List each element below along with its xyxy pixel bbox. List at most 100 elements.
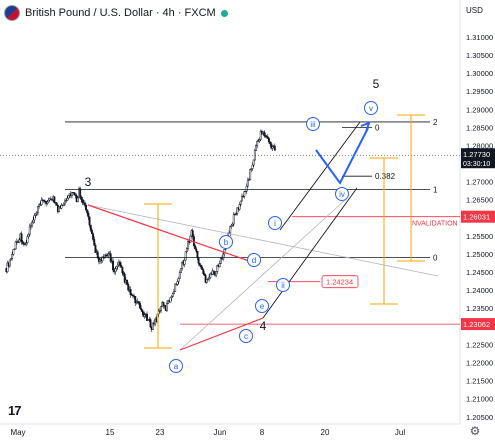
candle-body xyxy=(151,322,154,330)
y-tick-label: 1.24500 xyxy=(466,268,493,277)
candle-body xyxy=(106,255,109,257)
tradingview-logo-icon[interactable]: 17 xyxy=(8,403,22,418)
candle-body xyxy=(203,273,206,276)
candle-body xyxy=(29,225,32,228)
gear-icon[interactable]: ⚙ xyxy=(469,424,481,438)
wave-circle-d xyxy=(247,253,261,267)
candle-body xyxy=(255,145,257,151)
candle-body xyxy=(73,192,76,196)
candle-body xyxy=(121,267,124,274)
candle-body xyxy=(207,278,209,280)
support-price-label: 1.24234 xyxy=(326,278,353,287)
x-tick-label: Jun xyxy=(214,428,227,437)
x-tick-label: 20 xyxy=(321,428,330,437)
candle-body xyxy=(53,196,56,203)
y-tick-label: 1.30000 xyxy=(466,69,493,78)
candle-body xyxy=(58,206,61,213)
candle-body xyxy=(129,289,132,296)
candle-body xyxy=(270,143,273,149)
wave-projection-path xyxy=(315,127,369,185)
y-tick-label: 1.22000 xyxy=(466,359,493,368)
candle-body xyxy=(232,214,235,225)
candle-body xyxy=(40,199,43,205)
candle-body xyxy=(162,302,165,307)
candle-body xyxy=(35,212,38,215)
wave-label-e: e xyxy=(260,302,265,311)
candle-body xyxy=(6,262,9,272)
candle-body xyxy=(219,257,222,264)
candle-body xyxy=(93,239,96,246)
candle-body xyxy=(116,264,119,267)
countdown-text: 03:30:10 xyxy=(463,161,490,168)
candle-body xyxy=(139,303,141,309)
candle-body xyxy=(231,223,234,226)
wave-label-a: a xyxy=(174,362,179,371)
candle-body xyxy=(251,164,254,169)
support-price-tag xyxy=(461,318,495,331)
wave-label-v: v xyxy=(369,104,373,113)
candle-body xyxy=(79,188,82,198)
x-tick-label: Jul xyxy=(395,428,405,437)
y-tick-label: 1.28000 xyxy=(466,141,493,150)
market-open-dot-icon xyxy=(220,9,228,17)
candle-body xyxy=(273,145,276,151)
candle-body xyxy=(185,248,188,252)
candle-body xyxy=(187,241,189,249)
candle-body xyxy=(176,281,179,285)
current-price-tag xyxy=(461,148,495,169)
gbp-flag-icon xyxy=(4,5,20,21)
candle-body xyxy=(26,236,29,243)
candle-body xyxy=(211,270,214,275)
candle-body xyxy=(245,185,248,192)
candle-body xyxy=(174,283,177,292)
wave-circle-a xyxy=(169,359,183,373)
currency-label: USD xyxy=(466,6,483,15)
triangle-upper-line xyxy=(87,204,439,277)
candle-body xyxy=(25,242,28,245)
candle-body xyxy=(198,263,201,266)
candle-body xyxy=(222,253,225,260)
channel-upper-line xyxy=(279,121,361,231)
candle-body xyxy=(241,196,243,202)
invalidation-price-tag xyxy=(461,210,495,223)
candle-body xyxy=(34,213,37,216)
candle-body xyxy=(266,136,269,139)
candle-body xyxy=(233,214,236,216)
wave-label-4: 4 xyxy=(260,319,267,333)
wave-label-5: 5 xyxy=(373,77,380,91)
candle-body xyxy=(62,203,65,206)
candle-body xyxy=(202,269,205,275)
y-tick-label: 1.21000 xyxy=(466,395,493,404)
candle-body xyxy=(134,296,137,304)
candle-body xyxy=(87,212,90,218)
candle-body xyxy=(259,130,262,140)
candle-body xyxy=(189,235,192,243)
candle-body xyxy=(89,224,92,231)
fib-level-label: 1 xyxy=(433,186,438,195)
candle-body xyxy=(11,254,14,259)
support-price-label-box xyxy=(321,275,359,289)
candle-body xyxy=(243,191,246,197)
channel-lower-line xyxy=(262,187,358,319)
candle-body xyxy=(201,266,204,270)
candle-body xyxy=(180,268,182,273)
candle-body xyxy=(250,168,253,170)
symbol-header[interactable]: British Pound / U.S. Dollar · 4h · FXCM xyxy=(4,4,228,22)
candle-body xyxy=(126,279,129,285)
candle-body xyxy=(249,169,252,180)
wave-circle-iv xyxy=(335,187,349,201)
wave-label-d: d xyxy=(252,256,256,265)
candle-body xyxy=(181,261,184,269)
y-tick-label: 1.31000 xyxy=(466,33,493,42)
y-tick-label: 1.21500 xyxy=(466,377,493,386)
candle-body xyxy=(66,197,69,201)
y-tick-label: 1.29000 xyxy=(466,105,493,114)
candle-body xyxy=(143,314,146,317)
candle-body xyxy=(131,294,134,297)
candle-body xyxy=(8,259,11,267)
candle-body xyxy=(114,268,117,273)
candle-body xyxy=(37,206,39,213)
candle-body xyxy=(127,284,130,291)
candle-body xyxy=(28,226,31,235)
